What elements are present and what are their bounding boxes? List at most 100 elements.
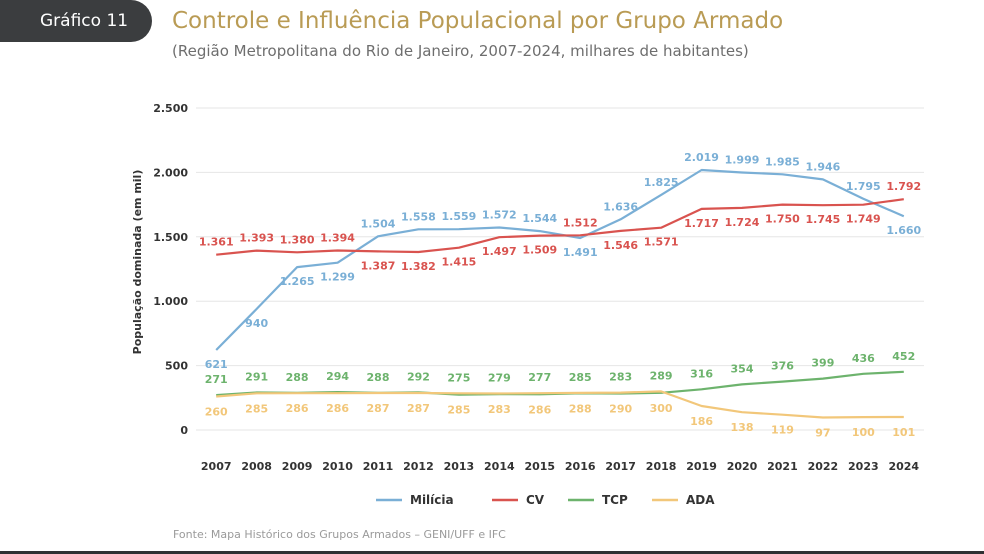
y-tick-label: 2.000: [153, 166, 188, 179]
data-label: 260: [205, 406, 228, 419]
x-tick-label: 2017: [605, 460, 636, 473]
data-label: 119: [771, 424, 794, 437]
data-label: 1.361: [199, 236, 234, 249]
data-label: 1.750: [765, 213, 800, 226]
data-label: 1.509: [522, 244, 557, 257]
data-label: 100: [852, 426, 875, 439]
y-axis: 0 500 1.000 1.500 2.000 2.500 População domina…: [131, 102, 188, 437]
data-label: 286: [528, 403, 551, 416]
x-tick-label: 2011: [363, 460, 394, 473]
data-label: 1.795: [846, 180, 881, 193]
data-label: 186: [690, 415, 713, 428]
data-label: 286: [286, 402, 309, 415]
data-label: 290: [609, 403, 632, 416]
data-label: 275: [447, 371, 470, 384]
series-line-milcia: [215, 168, 905, 351]
data-label: 285: [569, 371, 592, 384]
data-label: 1.636: [603, 200, 638, 213]
x-tick-label: 2015: [524, 460, 555, 473]
data-label: 271: [205, 373, 228, 386]
y-tick-label: 1.500: [153, 231, 188, 244]
data-label: 283: [609, 371, 632, 384]
legend-label: TCP: [602, 493, 628, 507]
data-label: 940: [245, 317, 268, 330]
data-label: 288: [286, 371, 309, 384]
data-label: 1.393: [239, 232, 274, 245]
x-tick-label: 2014: [484, 460, 515, 473]
data-label: 101: [892, 426, 915, 439]
data-label: 291: [245, 371, 268, 384]
data-label: 285: [447, 404, 470, 417]
data-label: 1.544: [522, 212, 557, 225]
data-label: 316: [690, 367, 713, 380]
x-tick-label: 2018: [646, 460, 677, 473]
data-label: 1.265: [280, 275, 315, 288]
data-label: 1.825: [644, 176, 679, 189]
data-label: 292: [407, 370, 430, 383]
x-tick-label: 2009: [282, 460, 313, 473]
chart-title: Controle e Influência Populacional por G…: [172, 8, 784, 34]
data-label: 1.491: [563, 246, 598, 259]
data-label: 1.382: [401, 260, 436, 273]
data-label: 436: [852, 352, 875, 365]
line-chart: 0 500 1.000 1.500 2.000 2.500 População domina…: [131, 102, 924, 507]
data-label: 300: [650, 402, 673, 415]
data-label: 1.745: [805, 213, 840, 226]
y-axis-title: População dominada (em mil): [131, 170, 144, 355]
data-label: 1.415: [441, 256, 476, 269]
x-tick-label: 2016: [565, 460, 596, 473]
data-label: 283: [488, 403, 511, 416]
data-label: 1.660: [886, 224, 921, 237]
data-label: 1.497: [482, 245, 517, 258]
data-label: 1.724: [725, 216, 760, 229]
y-tick-label: 1.000: [153, 295, 188, 308]
data-label: 288: [367, 371, 390, 384]
x-axis: 2007 2008 2009 2010 2011 2012 2013 2014 2015 2016…: [201, 460, 920, 473]
x-tick-label: 2022: [808, 460, 839, 473]
data-label: 1.387: [361, 259, 396, 272]
series-line-tcp: [216, 370, 904, 397]
grid-lines: [196, 107, 924, 431]
data-label: 1.792: [886, 180, 921, 193]
data-label: 1.717: [684, 217, 719, 230]
x-tick-label: 2010: [322, 460, 353, 473]
legend-label: ADA: [686, 493, 715, 507]
data-label: 287: [407, 402, 430, 415]
data-label: 277: [528, 371, 551, 384]
chart-subtitle: (Região Metropolitana do Rio de Janeiro,…: [172, 42, 749, 60]
data-label: 1.572: [482, 209, 517, 222]
data-label: 138: [731, 421, 754, 434]
x-tick-label: 2012: [403, 460, 434, 473]
x-tick-label: 2023: [848, 460, 879, 473]
legend-label: Milícia: [410, 493, 454, 507]
x-tick-label: 2020: [727, 460, 758, 473]
data-label: 288: [569, 402, 592, 415]
data-label: 279: [488, 372, 511, 385]
data-label: 1.571: [644, 236, 679, 249]
data-label: 1.546: [603, 239, 638, 252]
x-tick-label: 2021: [767, 460, 798, 473]
data-label: 1.985: [765, 155, 800, 168]
y-tick-label: 0: [180, 424, 188, 437]
data-label: 354: [731, 362, 754, 375]
source-note: Fonte: Mapa Histórico dos Grupos Armados…: [173, 528, 506, 541]
data-label: 289: [650, 369, 673, 382]
x-tick-label: 2019: [686, 460, 717, 473]
x-tick-label: 2013: [444, 460, 475, 473]
data-label: 97: [815, 427, 830, 440]
y-tick-label: 500: [165, 360, 188, 373]
legend-label: CV: [526, 493, 545, 507]
data-label: 2.019: [684, 151, 719, 164]
x-tick-label: 2024: [888, 460, 919, 473]
data-label: 1.512: [563, 216, 598, 229]
data-label: 452: [892, 350, 915, 363]
data-label: 1.394: [320, 231, 355, 244]
data-label: 1.999: [725, 154, 760, 167]
data-label: 285: [245, 402, 268, 415]
series-lines: [215, 168, 905, 419]
legend: Milícia CV TCP ADA: [376, 493, 715, 507]
data-label: 1.299: [320, 271, 355, 284]
data-label: 1.749: [846, 213, 881, 226]
chart-number-badge: Gráfico 11: [0, 0, 152, 42]
bottom-divider: [0, 551, 984, 554]
